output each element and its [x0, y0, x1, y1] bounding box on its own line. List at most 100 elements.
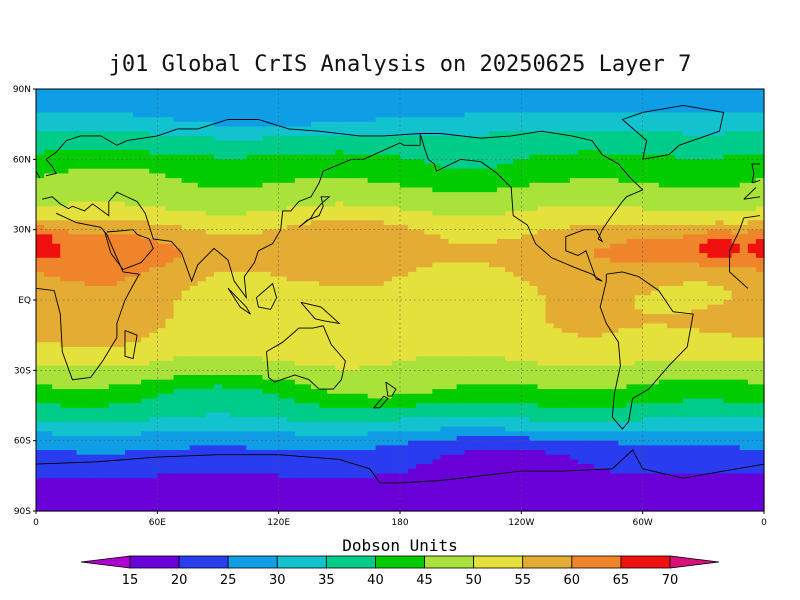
field-cell	[100, 196, 110, 203]
field-cell	[505, 126, 514, 132]
field-cell	[448, 295, 458, 301]
field-cell	[238, 107, 247, 114]
field-cell	[343, 131, 353, 137]
field-cell	[586, 257, 595, 264]
field-cell	[197, 318, 207, 325]
field-cell	[658, 126, 668, 132]
field-cell	[488, 309, 498, 315]
field-cell	[270, 187, 280, 193]
field-cell	[707, 187, 717, 193]
field-cell	[44, 229, 53, 235]
field-cell	[513, 103, 522, 109]
field-cell	[513, 121, 522, 128]
field-cell	[391, 243, 401, 250]
field-cell	[222, 309, 231, 315]
field-cell	[270, 346, 280, 353]
field-cell	[100, 267, 110, 273]
field-cell	[383, 131, 393, 137]
field-cell	[367, 135, 377, 142]
field-cell	[375, 196, 385, 203]
field-cell	[222, 215, 231, 221]
field-cell	[731, 290, 741, 296]
field-cell	[747, 224, 757, 231]
field-cell	[262, 126, 272, 132]
field-cell	[286, 131, 296, 137]
field-cell	[488, 98, 498, 104]
field-cell	[456, 192, 466, 198]
field-cell	[602, 117, 611, 123]
field-cell	[529, 159, 539, 165]
field-cell	[658, 314, 668, 320]
field-cell	[594, 201, 603, 207]
field-cell	[464, 262, 474, 268]
field-cell	[302, 98, 312, 104]
field-cell	[68, 178, 78, 184]
field-cell	[658, 323, 668, 329]
field-cell	[586, 168, 595, 174]
field-cell	[254, 93, 264, 99]
field-cell	[521, 239, 531, 245]
field-cell	[149, 107, 158, 114]
field-cell	[529, 126, 539, 132]
field-cell	[472, 304, 482, 310]
field-cell	[351, 248, 361, 254]
field-cell	[359, 140, 369, 146]
field-cell	[286, 135, 296, 142]
field-cell	[197, 285, 207, 292]
field-cell	[294, 173, 304, 179]
field-cell	[497, 89, 506, 95]
field-cell	[359, 243, 369, 250]
field-cell	[755, 98, 765, 104]
field-cell	[416, 332, 425, 339]
field-cell	[222, 328, 231, 334]
field-cell	[739, 178, 749, 184]
field-cell	[238, 164, 247, 170]
field-cell	[149, 346, 158, 353]
field-cell	[505, 257, 514, 264]
field-cell	[691, 98, 700, 104]
field-cell	[739, 323, 749, 329]
field-cell	[278, 281, 288, 287]
field-cell	[440, 210, 450, 217]
field-cell	[359, 112, 369, 118]
field-cell	[92, 281, 102, 287]
field-cell	[205, 107, 215, 114]
field-cell	[731, 154, 741, 160]
field-cell	[416, 178, 425, 184]
field-cell	[666, 89, 676, 95]
field-cell	[302, 248, 312, 254]
field-cell	[343, 159, 353, 165]
field-cell	[133, 93, 142, 99]
field-cell	[602, 210, 611, 217]
field-cell	[747, 210, 757, 217]
field-cell	[36, 323, 45, 329]
field-cell	[642, 201, 652, 207]
field-cell	[222, 121, 231, 128]
field-cell	[513, 267, 522, 273]
field-cell	[44, 267, 53, 273]
field-cell	[367, 309, 377, 315]
field-cell	[577, 98, 587, 104]
field-cell	[497, 178, 506, 184]
field-cell	[642, 281, 652, 287]
field-cell	[116, 103, 126, 109]
field-cell	[626, 159, 636, 165]
field-cell	[302, 253, 312, 259]
field-cell	[537, 332, 547, 339]
field-cell	[561, 328, 571, 334]
field-cell	[521, 290, 531, 296]
field-cell	[432, 117, 442, 123]
field-cell	[189, 281, 199, 287]
field-cell	[432, 126, 442, 132]
field-cell	[116, 112, 126, 118]
field-cell	[400, 332, 409, 339]
field-cell	[529, 107, 539, 114]
field-cell	[189, 276, 199, 282]
field-cell	[683, 201, 692, 207]
field-cell	[731, 93, 741, 99]
field-cell	[375, 131, 385, 137]
field-cell	[52, 257, 61, 264]
field-cell	[416, 98, 425, 104]
field-cell	[594, 295, 603, 301]
field-cell	[488, 178, 498, 184]
